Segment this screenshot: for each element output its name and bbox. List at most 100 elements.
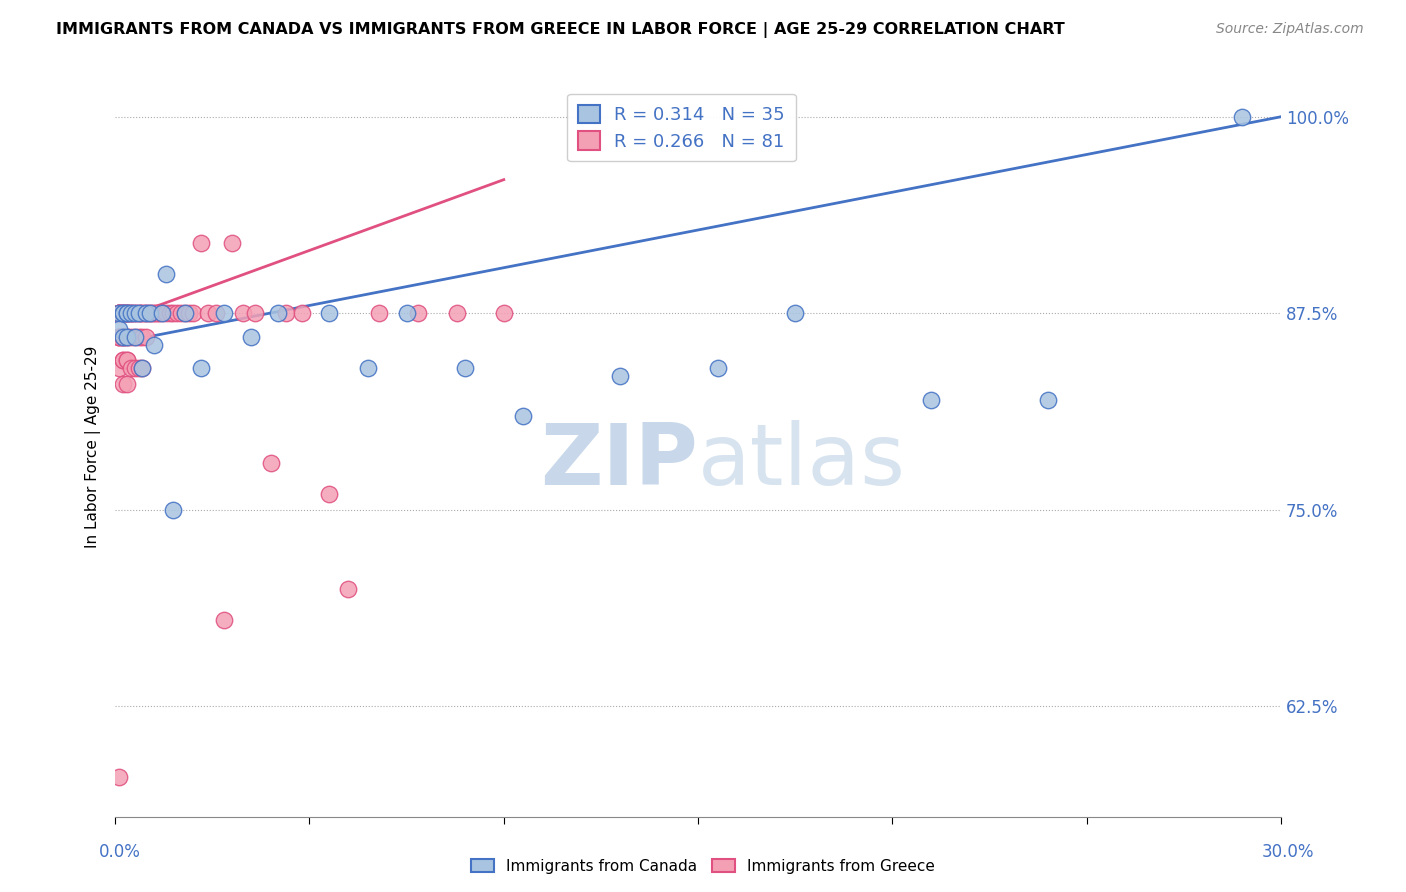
Point [259, 456, 281, 470]
Point [115, 353, 138, 368]
Point [120, 306, 142, 320]
Point [131, 330, 153, 344]
Point [128, 361, 150, 376]
Point [108, 770, 131, 784]
Point [111, 330, 134, 344]
Point [318, 306, 340, 320]
Point [920, 392, 942, 407]
Point [111, 306, 134, 320]
Point [120, 306, 142, 320]
Point [131, 361, 153, 376]
Point [232, 306, 254, 320]
Point [111, 306, 134, 320]
Point [446, 306, 468, 320]
Point [212, 613, 235, 627]
Point [111, 330, 134, 344]
Point [108, 330, 131, 344]
Point [115, 306, 138, 320]
Text: IMMIGRANTS FROM CANADA VS IMMIGRANTS FROM GREECE IN LABOR FORCE | AGE 25-29 CORR: IMMIGRANTS FROM CANADA VS IMMIGRANTS FRO… [56, 22, 1064, 38]
Point [111, 306, 134, 320]
Point [512, 409, 534, 423]
Point [108, 322, 131, 336]
Point [181, 306, 204, 320]
Point [115, 306, 138, 320]
Point [108, 306, 131, 320]
Point [115, 306, 138, 320]
Point [159, 306, 181, 320]
Text: 30.0%: 30.0% [1263, 843, 1315, 861]
Point [146, 306, 169, 320]
Point [240, 330, 263, 344]
Point [205, 306, 228, 320]
Point [124, 306, 146, 320]
Point [108, 330, 131, 344]
Point [197, 306, 219, 320]
Point [318, 487, 340, 501]
Point [135, 306, 157, 320]
Point [108, 361, 131, 376]
Point [139, 306, 162, 320]
Point [170, 306, 193, 320]
Point [492, 306, 515, 320]
Point [108, 306, 131, 320]
Point [124, 330, 146, 344]
Text: ZIP: ZIP [540, 420, 697, 503]
Point [124, 306, 146, 320]
Point [267, 306, 290, 320]
Point [454, 361, 477, 376]
Point [146, 306, 169, 320]
Point [177, 306, 200, 320]
Point [174, 306, 197, 320]
Point [128, 306, 150, 320]
Point [111, 353, 134, 368]
Text: atlas: atlas [697, 420, 905, 503]
Point [131, 306, 153, 320]
Point [128, 306, 150, 320]
Point [135, 306, 157, 320]
Point [115, 353, 138, 368]
Point [706, 361, 728, 376]
Point [221, 235, 243, 250]
Point [166, 306, 188, 320]
Point [785, 306, 807, 320]
Point [108, 306, 131, 320]
Point [131, 361, 153, 376]
Point [143, 338, 166, 352]
Point [111, 306, 134, 320]
Point [190, 235, 212, 250]
Point [108, 306, 131, 320]
Point [111, 306, 134, 320]
Point [155, 306, 177, 320]
Point [115, 377, 138, 392]
Point [212, 306, 235, 320]
Point [108, 306, 131, 320]
Point [131, 306, 153, 320]
Point [395, 306, 418, 320]
Point [143, 306, 166, 320]
Point [128, 330, 150, 344]
Point [135, 330, 157, 344]
Point [115, 330, 138, 344]
Point [337, 582, 360, 596]
Point [408, 306, 430, 320]
Point [139, 306, 162, 320]
Point [111, 353, 134, 368]
Point [609, 369, 631, 384]
Point [108, 330, 131, 344]
Point [108, 306, 131, 320]
Point [120, 306, 142, 320]
Text: 0.0%: 0.0% [98, 843, 141, 861]
Point [128, 306, 150, 320]
Point [115, 306, 138, 320]
Point [150, 306, 173, 320]
Point [243, 306, 266, 320]
Point [108, 306, 131, 320]
Legend: Immigrants from Canada, Immigrants from Greece: Immigrants from Canada, Immigrants from … [464, 853, 942, 880]
Point [139, 306, 162, 320]
Point [357, 361, 380, 376]
Point [120, 306, 142, 320]
Point [174, 306, 197, 320]
Point [124, 361, 146, 376]
Point [190, 361, 212, 376]
Legend: R = 0.314   N = 35, R = 0.266   N = 81: R = 0.314 N = 35, R = 0.266 N = 81 [567, 94, 796, 161]
